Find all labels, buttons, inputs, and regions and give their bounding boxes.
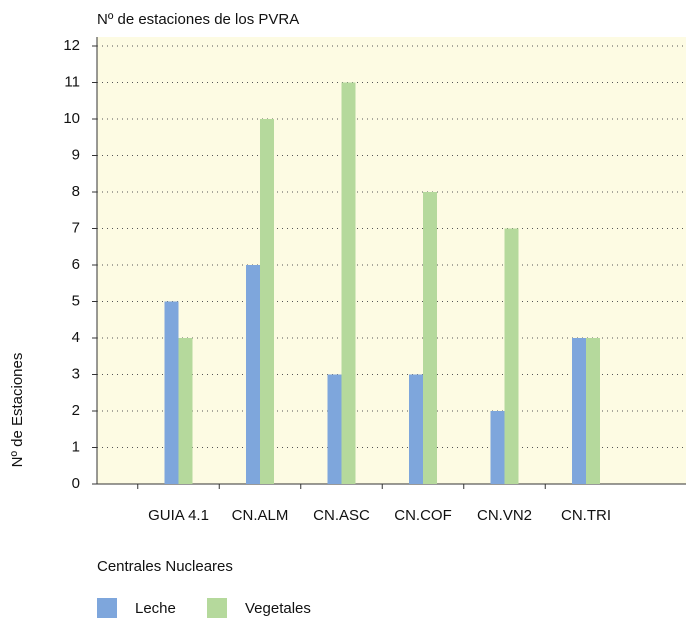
x-tick-label: CN.VN2 [477,507,532,524]
legend-swatch [97,598,117,618]
y-tick-label: 6 [72,256,80,273]
bar [164,301,179,484]
bar [423,192,437,484]
bar [572,338,586,484]
y-tick-label: 2 [72,402,80,419]
chart-title: Nº de estaciones de los PVRA [97,11,299,28]
y-tick-label: 10 [63,110,80,127]
y-tick-label: 4 [72,329,80,346]
y-tick-label: 0 [72,475,80,492]
y-tick-label: 9 [72,146,80,163]
y-tick-label: 1 [72,438,80,455]
bar [504,228,519,484]
y-tick-label: 12 [63,37,80,54]
bar [490,411,505,484]
x-tick-label: GUIA 4.1 [148,507,209,524]
legend-swatch [207,598,227,618]
y-tick-label: 3 [72,365,80,382]
bar [327,374,342,484]
x-tick-label: CN.TRI [561,507,611,524]
y-axis-label: Nº de Estaciones [9,353,26,468]
x-tick-label: CN.ASC [313,507,370,524]
y-tick-label: 5 [72,292,80,309]
bar [409,374,423,484]
x-tick-label: CN.ALM [232,507,289,524]
bar [178,338,193,484]
bar [260,119,274,484]
bar [341,82,356,484]
y-tick-label: 8 [72,183,80,200]
bar [586,338,600,484]
x-axis-label: Centrales Nucleares [97,558,233,575]
legend-label: Vegetales [245,600,311,617]
x-tick-label: CN.COF [394,507,452,524]
y-tick-label: 11 [64,73,80,90]
bar [246,265,260,484]
legend-label: Leche [135,600,176,617]
y-tick-label: 7 [72,219,80,236]
